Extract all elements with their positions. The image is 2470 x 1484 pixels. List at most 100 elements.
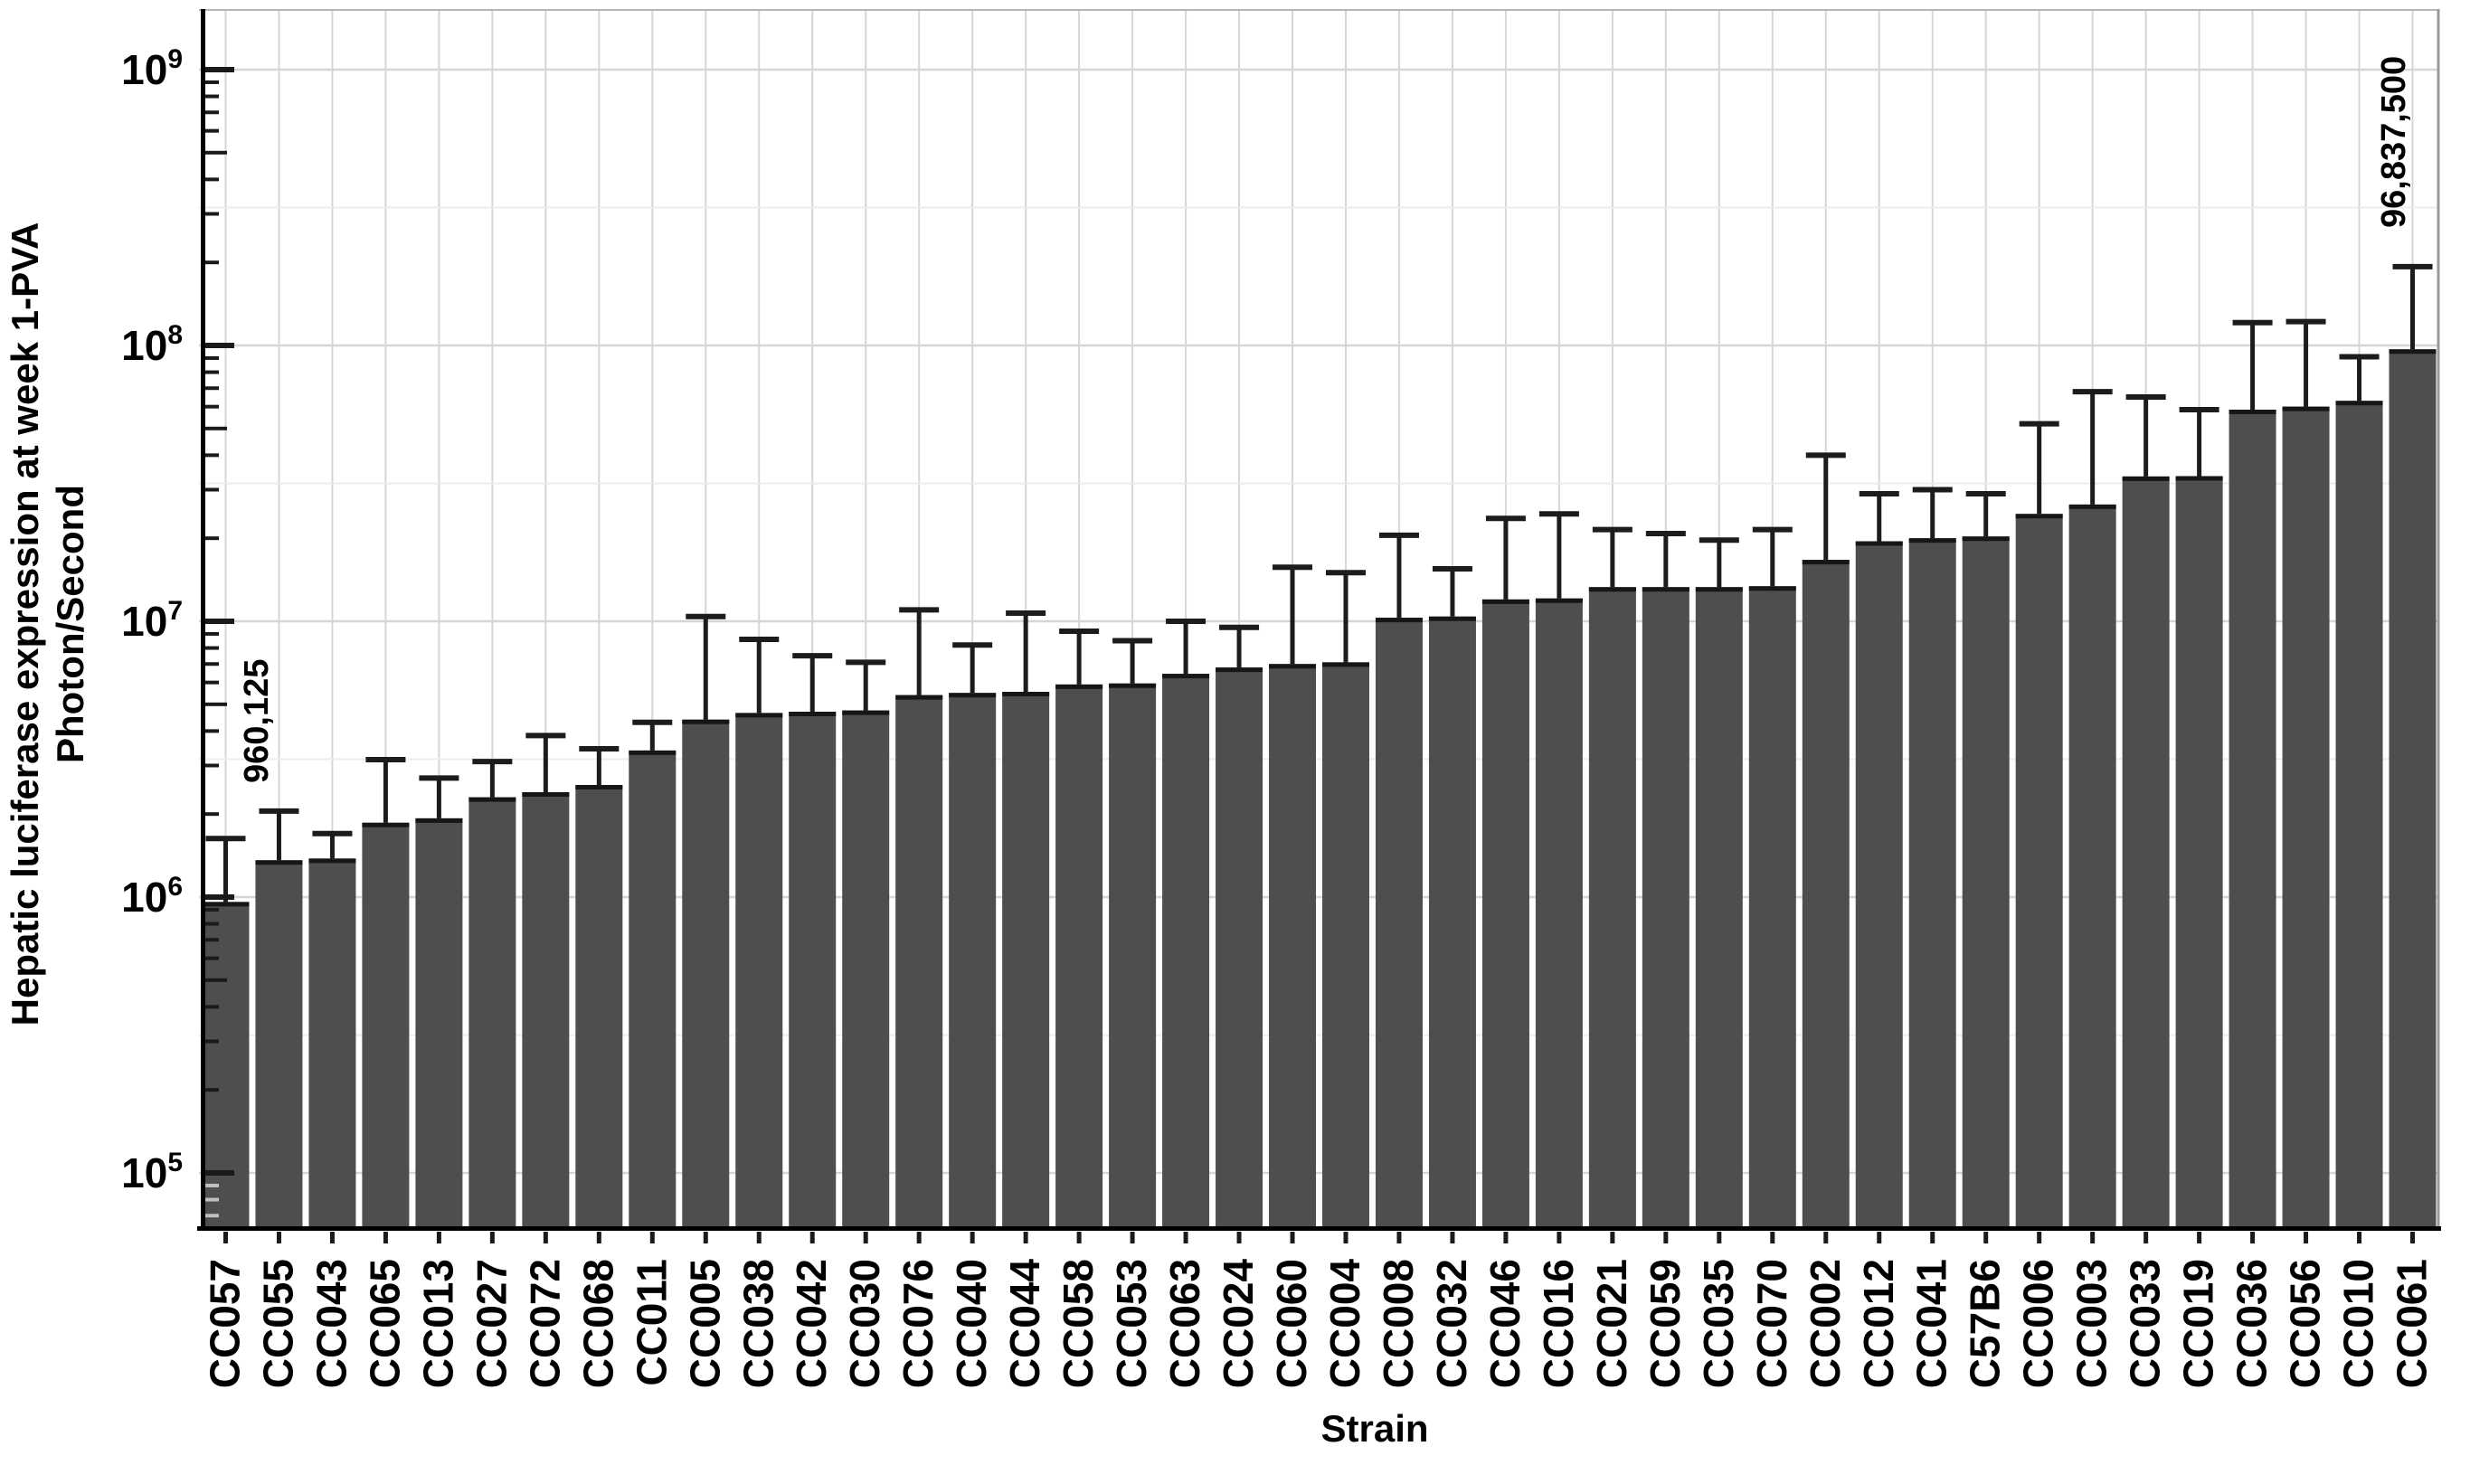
x-tick-label-CC019: CC019 xyxy=(2175,1259,2222,1388)
y-minor-tick-4e5 xyxy=(205,1005,219,1009)
x-tick-label-CC016: CC016 xyxy=(1535,1259,1582,1388)
x-tick-label-CC042: CC042 xyxy=(788,1259,835,1388)
annotation-min-value: 960,125 xyxy=(238,659,276,783)
x-tick-label-CC061: CC061 xyxy=(2389,1259,2436,1388)
x-tick-CC059 xyxy=(1663,1232,1669,1243)
x-tick-CC043 xyxy=(329,1232,335,1243)
y-minor-tick-7e6 xyxy=(205,662,219,666)
bar-CC004 xyxy=(1321,662,1369,1228)
bar-CC040 xyxy=(949,693,997,1228)
x-tick-CC021 xyxy=(1610,1232,1615,1243)
bar-CC053 xyxy=(1109,683,1157,1228)
bar-CC002 xyxy=(1802,560,1850,1228)
bar-CC010 xyxy=(2335,401,2383,1228)
y-minor-tick-9e7 xyxy=(205,355,219,360)
bar-CC035 xyxy=(1695,587,1743,1228)
bar-CC008 xyxy=(1375,618,1423,1228)
x-tick-label-CC006: CC006 xyxy=(2015,1259,2062,1388)
x-tick-CC038 xyxy=(756,1232,762,1243)
x-tick-label-CC033: CC033 xyxy=(2122,1259,2169,1388)
bar-CC043 xyxy=(308,858,356,1228)
x-tick-label-CC063: CC063 xyxy=(1161,1259,1208,1388)
y-minor-tick-8e4 xyxy=(205,1197,219,1202)
y-minor-tick-2e5 xyxy=(205,1088,219,1092)
x-tick-label-CC059: CC059 xyxy=(1642,1259,1689,1388)
bar-CC056 xyxy=(2282,406,2330,1228)
y-minor-tick-4e7 xyxy=(205,453,219,458)
y-minor-tick-2e7 xyxy=(205,536,219,541)
x-tick-CC063 xyxy=(1183,1232,1188,1243)
y-major-tick-1e9 xyxy=(205,67,234,72)
x-tick-CC055 xyxy=(276,1232,281,1243)
y-minor-tick-6e6 xyxy=(205,680,219,685)
bar-CC003 xyxy=(2068,504,2116,1228)
x-tick-label-CC002: CC002 xyxy=(1802,1259,1849,1388)
y-minor-tick-7e8 xyxy=(205,110,219,115)
y-minor-tick-3e6 xyxy=(205,763,219,768)
y-minor-tick-5e5 xyxy=(205,978,227,982)
bar-CC011 xyxy=(629,750,677,1228)
x-tick-CC004 xyxy=(1343,1232,1349,1243)
x-axis-spine xyxy=(197,1226,2441,1231)
bar-CC068 xyxy=(575,785,623,1228)
x-tick-CC035 xyxy=(1717,1232,1722,1243)
x-tick-CC042 xyxy=(809,1232,815,1243)
y-minor-tick-7e7 xyxy=(205,386,219,391)
bar-CC076 xyxy=(895,695,943,1228)
y-tick-label-10e6: 106 xyxy=(121,872,183,921)
bar-CC038 xyxy=(735,713,783,1228)
x-tick-CC070 xyxy=(1770,1232,1775,1243)
bar-CC033 xyxy=(2122,476,2170,1228)
x-tick-label-CC004: CC004 xyxy=(1321,1259,1368,1389)
bar-CC032 xyxy=(1428,616,1476,1228)
y-minor-tick-2e8 xyxy=(205,260,219,265)
x-tick-label-CC005: CC005 xyxy=(681,1259,728,1388)
y-minor-tick-7e5 xyxy=(205,938,219,942)
y-minor-tick-8e5 xyxy=(205,922,219,926)
x-tick-CC033 xyxy=(2144,1232,2149,1243)
x-tick-CC016 xyxy=(1557,1232,1562,1243)
x-tick-CC057 xyxy=(222,1232,228,1243)
x-axis-ticks xyxy=(222,1232,2416,1243)
x-tick-CC036 xyxy=(2250,1232,2256,1243)
x-tick-label-CC072: CC072 xyxy=(521,1259,568,1388)
bar-CC024 xyxy=(1216,667,1263,1228)
bar-CC012 xyxy=(1855,541,1903,1228)
y-minor-tick-6e8 xyxy=(205,128,219,133)
x-tick-label-CC038: CC038 xyxy=(734,1259,781,1388)
x-tick-CC006 xyxy=(2037,1232,2042,1243)
x-tick-label-CC056: CC056 xyxy=(2282,1259,2329,1388)
bar-CC044 xyxy=(1002,691,1050,1228)
x-tick-label-CC070: CC070 xyxy=(1748,1259,1795,1388)
y-minor-tick-2e6 xyxy=(205,812,219,817)
x-tick-label-CC058: CC058 xyxy=(1055,1259,1102,1388)
x-tick-CC041 xyxy=(1930,1232,1935,1243)
y-minor-tick-9e6 xyxy=(205,631,219,636)
bar-CC006 xyxy=(2015,514,2063,1228)
bars xyxy=(202,349,2437,1228)
bar-CC057 xyxy=(202,902,250,1228)
y-major-tick-1e7 xyxy=(205,619,234,624)
bar-CC041 xyxy=(1908,538,1956,1228)
x-tick-label-CC068: CC068 xyxy=(574,1259,621,1388)
x-tick-label-CC046: CC046 xyxy=(1481,1259,1528,1388)
x-tick-label-CC035: CC035 xyxy=(1695,1259,1742,1388)
x-tick-label-CC012: CC012 xyxy=(1855,1259,1902,1388)
x-tick-label-CC032: CC032 xyxy=(1428,1259,1475,1388)
x-tick-CC008 xyxy=(1396,1232,1402,1243)
bar-CC055 xyxy=(255,860,303,1228)
bar-CC013 xyxy=(415,818,463,1228)
bar-CC046 xyxy=(1481,599,1529,1228)
y-major-tick-1e5 xyxy=(205,1170,234,1176)
y-minor-tick-4e6 xyxy=(205,729,219,733)
x-tick-CC058 xyxy=(1076,1232,1082,1243)
bar-CC060 xyxy=(1269,664,1317,1228)
x-tick-label-CC030: CC030 xyxy=(841,1259,888,1388)
x-tick-label-CC008: CC008 xyxy=(1375,1259,1422,1388)
bar-CC027 xyxy=(468,797,516,1228)
horizontal-gridlines xyxy=(199,68,2439,1175)
x-tick-label-CC011: CC011 xyxy=(628,1259,675,1386)
x-tick-label-CC076: CC076 xyxy=(894,1259,942,1388)
x-tick-C57B6 xyxy=(1983,1232,1989,1243)
x-tick-CC005 xyxy=(703,1232,708,1243)
